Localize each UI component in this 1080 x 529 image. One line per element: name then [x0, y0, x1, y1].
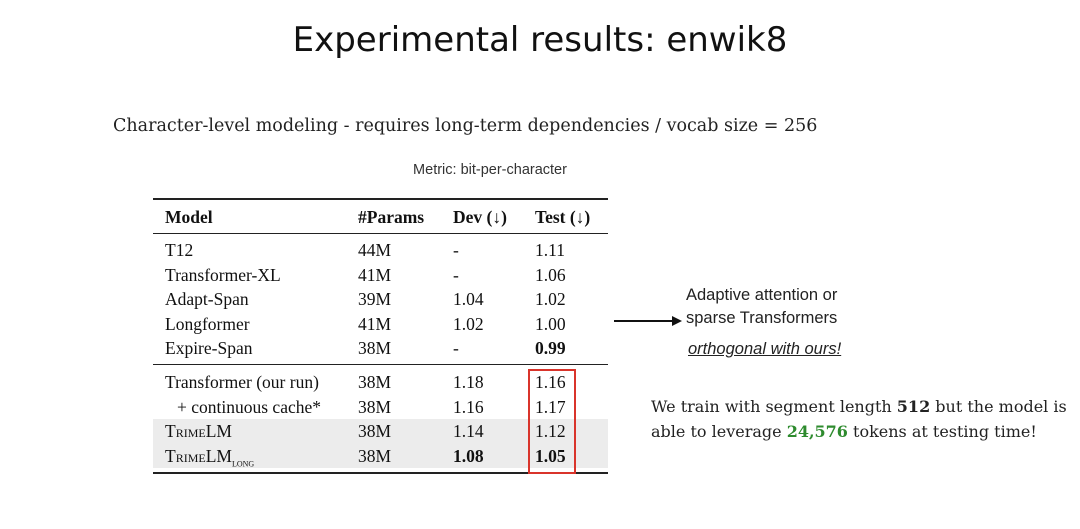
cell-params: 38M: [358, 421, 392, 442]
cell-dev: -: [453, 264, 459, 285]
cell-params: 44M: [358, 240, 392, 260]
test-tokens: 24,576: [786, 421, 848, 441]
cell-test: 1.16: [535, 372, 566, 392]
cell-test: 1.17: [535, 396, 566, 417]
cell-dev: 1.08: [453, 445, 484, 466]
cell-params: 39M: [358, 289, 392, 310]
cell-test: 1.00: [535, 313, 566, 334]
table-row: Longformer 41M 1.02 1.00: [153, 312, 608, 337]
model-name: TrimeLM: [165, 445, 232, 466]
cell-params: 38M: [358, 445, 392, 466]
cell-model: Adapt-Span: [165, 289, 249, 310]
annotation-orthogonal: orthogonal with ours!: [688, 340, 842, 358]
cell-model: + continuous cache*: [177, 396, 321, 417]
header-rule: [153, 233, 608, 234]
highlight-box: [528, 369, 576, 474]
note-text: tokens at testing time!: [847, 421, 1037, 441]
cell-model: Longformer: [165, 313, 250, 334]
cell-params: 38M: [358, 396, 392, 417]
table-row: Adapt-Span 39M 1.04 1.02: [153, 287, 608, 312]
cell-test: 1.02: [535, 289, 566, 310]
cell-model: Transformer-XL: [165, 264, 281, 285]
cell-params: 38M: [358, 372, 392, 392]
cell-model: TrimeLM: [165, 421, 232, 442]
cell-test: 1.11: [535, 240, 565, 260]
cell-model: TrimeLMlong: [165, 444, 254, 475]
table-row: + continuous cache* 38M 1.16 1.17: [153, 395, 608, 420]
bottom-rule: [153, 472, 608, 474]
cell-model: Transformer (our run): [165, 372, 319, 392]
cell-test: 1.12: [535, 421, 566, 442]
header-dev: Dev (↓): [453, 207, 507, 227]
top-rule: [153, 198, 608, 200]
model-subscript: long: [231, 455, 255, 470]
note-text: We train with segment length: [651, 397, 897, 416]
table-row: TrimeLM 38M 1.14 1.12: [153, 419, 608, 444]
cell-dev: 1.18: [453, 372, 484, 392]
cell-dev: -: [453, 240, 459, 260]
table-row: Transformer-XL 41M - 1.06: [153, 263, 608, 288]
cell-dev: 1.04: [453, 289, 484, 310]
metric-label: Metric: bit-per-character: [413, 162, 567, 178]
cell-test: 0.99: [535, 338, 566, 359]
slide-subtitle: Character-level modeling - requires long…: [113, 116, 818, 136]
group-rule: [153, 364, 608, 365]
table-row: TrimeLMlong 38M 1.08 1.05: [153, 443, 608, 469]
annotation-line1: Adaptive attention or: [686, 286, 838, 304]
cell-params: 41M: [358, 264, 392, 285]
table-header: Model #Params Dev (↓) Test (↓): [153, 205, 608, 230]
cell-dev: 1.14: [453, 421, 484, 442]
cell-dev: 1.16: [453, 396, 484, 417]
table-row: Transformer (our run) 38M 1.18 1.16: [153, 370, 608, 395]
table-row: Expire-Span 38M - 0.99: [153, 336, 608, 361]
slide-title: Experimental results: enwik8: [292, 20, 788, 60]
cell-dev: 1.02: [453, 313, 484, 334]
cell-model: Expire-Span: [165, 338, 253, 359]
cell-test: 1.05: [535, 445, 566, 466]
header-model: Model: [165, 207, 213, 227]
cell-dev: -: [453, 338, 459, 359]
table-row: T12 44M - 1.11: [153, 238, 608, 263]
annotation-line2: sparse Transformers: [686, 309, 838, 327]
cell-params: 38M: [358, 338, 392, 359]
cell-params: 41M: [358, 313, 392, 334]
cell-model: T12: [165, 240, 194, 260]
segment-length: 512: [896, 397, 931, 416]
segment-note: We train with segment length 512 but the…: [651, 395, 1080, 444]
header-params: #Params: [358, 207, 425, 227]
note-text: but the model is able to leverage: [651, 397, 1067, 441]
cell-test: 1.06: [535, 264, 566, 285]
arrow-icon: [614, 316, 682, 326]
header-test: Test (↓): [535, 207, 591, 227]
